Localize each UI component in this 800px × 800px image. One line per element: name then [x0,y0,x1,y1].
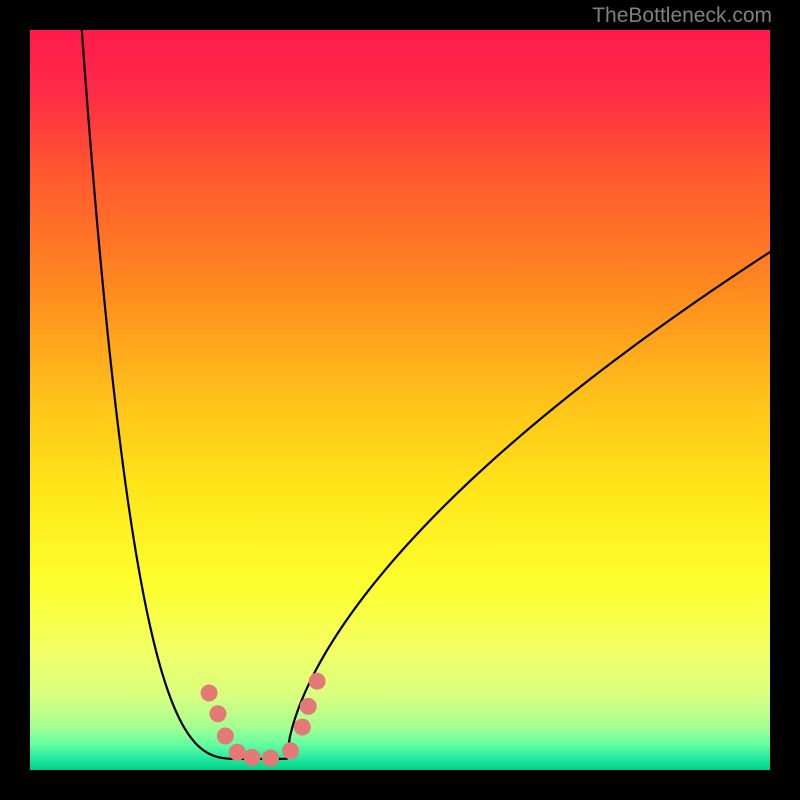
gradient-background [30,30,770,770]
watermark-label: TheBottleneck.com [592,4,772,28]
plot-area [30,30,770,770]
plot-svg [30,30,770,770]
